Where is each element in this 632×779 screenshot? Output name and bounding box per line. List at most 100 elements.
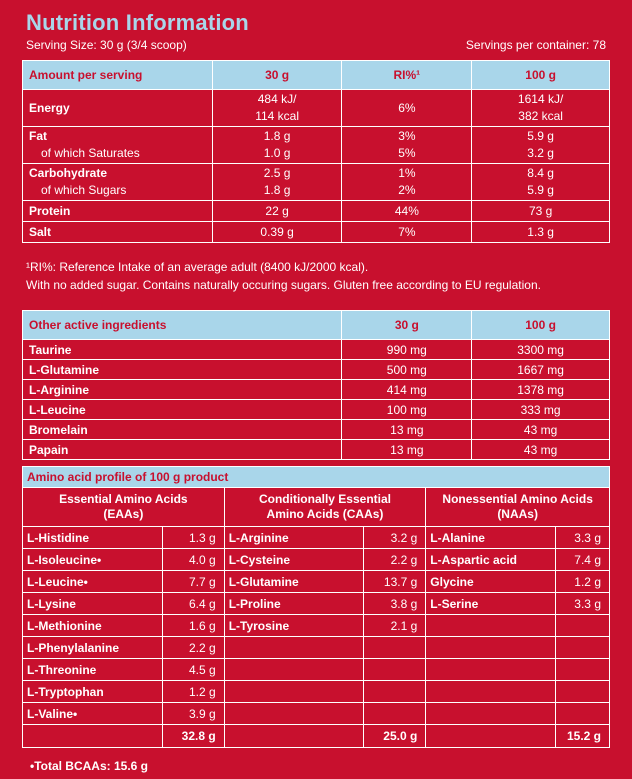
energy-30g-kj: 484 kJ/ (257, 92, 297, 106)
energy-100g-kj: 1614 kJ/ (517, 92, 564, 106)
carb-30g: 2.5 g 1.8 g (211, 163, 343, 201)
energy-100g: 1614 kJ/382 kcal (471, 89, 610, 127)
ingredient-name: Bromelain (21, 419, 343, 440)
table-row: L-Tryptophan 1.2 g (22, 680, 610, 703)
caa-amino-value (363, 680, 427, 703)
protein-row: Protein 22 g 44% 73 g (22, 200, 610, 222)
active-ingredients-table: Other active ingredients 30 g 100 g Taur… (21, 310, 610, 460)
carb-100g: 8.4 g 5.9 g (471, 163, 610, 201)
eaa-heading: Essential Amino Acids (EAAs) (22, 487, 225, 527)
naa-heading-line1: Nonessential Amino Acids (442, 492, 593, 506)
saturates-name: of which Saturates (41, 146, 140, 160)
naa-amino-value: 3.3 g (555, 526, 610, 549)
ingredient-30g: 414 mg (341, 379, 473, 400)
caa-amino-value (363, 636, 427, 659)
page-title: Nutrition Information (26, 10, 249, 35)
fat-ri-value: 3% (398, 129, 416, 143)
eaa-amino-value: 2.2 g (161, 636, 225, 659)
fat-30g: 1.8 g 1.0 g (211, 126, 343, 164)
fat-100g: 5.9 g 3.2 g (471, 126, 610, 164)
eaa-amino-name: L-Tryptophan (22, 680, 163, 703)
amino-caption-row: Amino acid profile of 100 g product (22, 466, 610, 488)
energy-100g-kcal: 382 kcal (518, 109, 563, 123)
carb-100g-value: 8.4 g (527, 166, 554, 180)
caa-heading-line1: Conditionally Essential (258, 492, 391, 506)
naa-heading: Nonessential Amino Acids (NAAs) (425, 487, 610, 527)
naa-amino-name (425, 614, 557, 637)
ingredient-100g: 333 mg (471, 399, 610, 420)
table-row: L-Leucine• 7.7 g L-Glutamine 13.7 g Glycine 1… (22, 570, 610, 593)
saturates-ri-value: 5% (398, 146, 416, 160)
naa-amino-value: 7.4 g (555, 548, 610, 571)
naa-amino-value: 1.2 g (555, 570, 610, 593)
salt-label: Salt (22, 221, 213, 243)
table-row: Taurine 990 mg 3300 mg (21, 339, 610, 360)
nutrition-table: Amount per serving 30 g RI%¹ 100 g Energ… (22, 60, 610, 243)
caa-amino-name: L-Arginine (223, 526, 365, 549)
naa-amino-name: L-Serine (425, 592, 557, 615)
naa-amino-name: L-Aspartic acid (425, 548, 557, 571)
fat-100g-value: 5.9 g (527, 129, 554, 143)
fat-30g-value: 1.8 g (263, 129, 291, 143)
caa-amino-value: 13.7 g (363, 570, 427, 593)
caa-amino-name (223, 702, 365, 725)
caa-heading: Conditionally Essential Amino Acids (CAAs… (223, 487, 427, 527)
header-100g: 100 g (471, 60, 610, 90)
total-bcaa-note: •Total BCAAs: 15.6 g (30, 759, 148, 773)
saturates-100g-value: 3.2 g (527, 146, 554, 160)
eaa-amino-name: L-Leucine• (22, 570, 163, 593)
ingredient-name: Papain (21, 439, 343, 460)
eaa-amino-value: 4.0 g (161, 548, 225, 571)
caa-amino-value (363, 658, 427, 681)
eaa-heading-line2: (EAAs) (103, 507, 144, 521)
salt-30g: 0.39 g (211, 221, 343, 243)
sugars-ri-value: 2% (398, 183, 416, 197)
table-row: L-Phenylalanine 2.2 g (22, 636, 610, 659)
caa-amino-value: 2.1 g (363, 614, 427, 637)
energy-30g-kcal: 114 kcal (255, 109, 300, 123)
caa-amino-name: L-Tyrosine (223, 614, 365, 637)
ingredient-100g: 43 mg (471, 419, 610, 440)
carb-label: Carbohydrate of which Sugars (22, 163, 213, 201)
table-row: L-Methionine 1.6 g L-Tyrosine 2.1 g (22, 614, 610, 637)
ingredient-100g: 1667 mg (471, 359, 610, 380)
caa-amino-name: L-Glutamine (223, 570, 365, 593)
caa-amino-name (223, 658, 365, 681)
ingredient-30g: 500 mg (341, 359, 473, 380)
naa-heading-line2: (NAAs) (497, 507, 538, 521)
salt-100g: 1.3 g (471, 221, 610, 243)
active-header-30g: 30 g (341, 310, 473, 340)
ingredient-100g: 1378 mg (471, 379, 610, 400)
carb-ri: 1% 2% (341, 163, 473, 201)
active-header-label: Other active ingredients (21, 310, 343, 340)
naa-amino-name: Glycine (425, 570, 557, 593)
serving-size: Serving Size: 30 g (3/4 scoop) (26, 38, 187, 52)
table-row: L-Histidine 1.3 g L-Arginine 3.2 g L-Alanine… (22, 526, 610, 549)
ingredient-30g: 990 mg (341, 339, 473, 360)
eaa-total-blank (22, 724, 163, 748)
eaa-amino-value: 7.7 g (161, 570, 225, 593)
naa-amino-value (555, 658, 610, 681)
salt-row: Salt 0.39 g 7% 1.3 g (22, 221, 610, 243)
naa-total: 15.2 g (555, 724, 610, 748)
eaa-amino-name: L-Histidine (22, 526, 163, 549)
energy-30g: 484 kJ/114 kcal (211, 89, 343, 127)
naa-amino-value: 3.3 g (555, 592, 610, 615)
naa-amino-name (425, 636, 557, 659)
energy-row: Energy 484 kJ/114 kcal 6% 1614 kJ/382 kc… (22, 89, 610, 127)
eaa-amino-name: L-Phenylalanine (22, 636, 163, 659)
protein-ri: 44% (341, 200, 473, 222)
amino-caption: Amino acid profile of 100 g product (22, 466, 610, 488)
caa-amino-value: 3.8 g (363, 592, 427, 615)
sugar-gluten-note: With no added sugar. Contains naturally … (26, 278, 541, 292)
active-header-100g: 100 g (471, 310, 610, 340)
amino-totals-row: 32.8 g 25.0 g 15.2 g (22, 724, 610, 748)
salt-ri: 7% (341, 221, 473, 243)
caa-amino-name: L-Cysteine (223, 548, 365, 571)
eaa-amino-name: L-Lysine (22, 592, 163, 615)
protein-100g: 73 g (471, 200, 610, 222)
energy-label: Energy (22, 89, 213, 127)
sugars-30g-value: 1.8 g (263, 183, 291, 197)
caa-heading-line2: Amino Acids (CAAs) (266, 507, 384, 521)
ingredient-100g: 43 mg (471, 439, 610, 460)
